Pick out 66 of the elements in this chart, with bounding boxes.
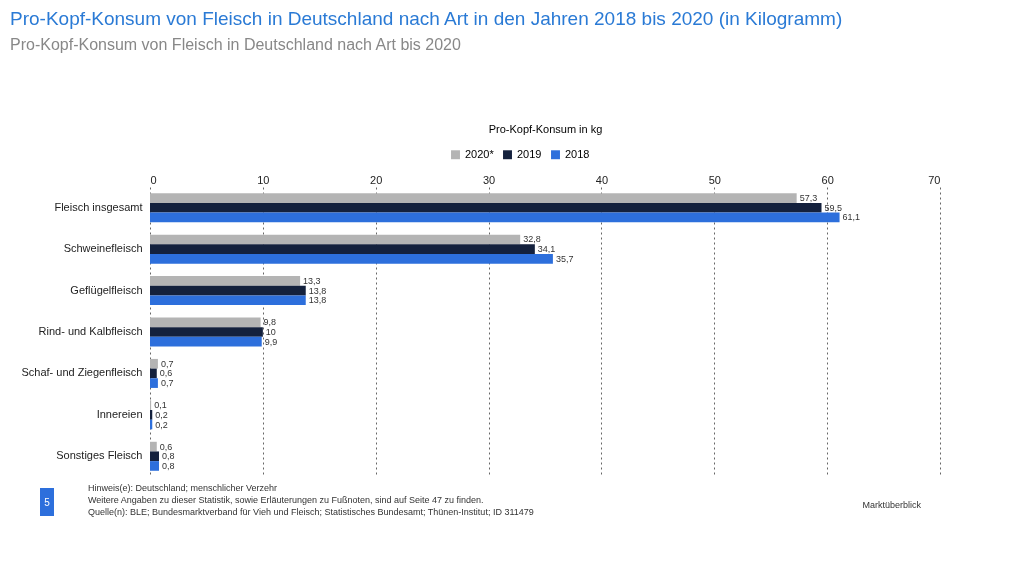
bar <box>150 336 262 347</box>
bar <box>150 410 153 420</box>
text: 5 <box>44 496 50 508</box>
data-label: 0,7 <box>160 378 174 389</box>
x-tick-label: 60 <box>821 173 834 186</box>
data-label: 13,3 <box>303 275 321 286</box>
bar <box>150 244 535 254</box>
source-note: Quelle(n): BLE; Bundesmarktverband für Vieh und Fleisch; Statistisches Bundesamt; Thünen-Institut; ID 311479 <box>88 506 534 518</box>
data-label: 0,8 <box>162 460 175 471</box>
bar <box>150 253 553 264</box>
data-label: 0,2 <box>155 419 168 430</box>
data-label: 13,8 <box>308 285 327 296</box>
y-tick-label: Sonstiges Fleisch <box>56 449 143 462</box>
data-label: 61,1 <box>842 212 861 223</box>
data-label: 9,9 <box>264 336 278 347</box>
data-label: 0,2 <box>155 409 168 420</box>
bar <box>150 276 301 286</box>
data-label: 9,8 <box>263 317 277 328</box>
y-tick-label: Schweinefleisch <box>63 242 143 255</box>
bar <box>150 368 157 379</box>
legend-label: 2019 <box>517 147 542 160</box>
chart-subtitle: Pro-Kopf-Konsum von Fleisch in Deutschland nach Art bis 2020 <box>10 36 462 53</box>
data-label: 0,6 <box>159 368 173 379</box>
x-tick-label: 10 <box>257 173 270 186</box>
y-tick-label: Fleisch insgesamt <box>54 200 143 213</box>
data-label: 0,8 <box>162 451 175 462</box>
bar <box>150 295 306 306</box>
bar <box>150 461 160 471</box>
data-label: 0,6 <box>159 441 173 452</box>
data-label: 0,7 <box>160 358 174 369</box>
data-label: 59,5 <box>824 202 843 213</box>
y-tick-label: Innereien <box>96 407 143 420</box>
data-label: 32,8 <box>523 234 541 245</box>
text: Marktüberblick <box>862 500 921 510</box>
chart-title: Pro-Kopf-Konsum von Fleisch in Deutschland nach Art in den Jahren 2018 bis 2020 (in Kilogramm) <box>10 8 843 29</box>
y-tick-label: Geflügelfleisch <box>70 283 143 296</box>
data-label: 34,1 <box>537 244 556 255</box>
data-label: 0,1 <box>154 400 167 411</box>
bar <box>150 327 263 337</box>
legend-label: 2020* <box>465 147 495 160</box>
x-axis-title: Pro-Kopf-Konsum in kg <box>488 122 603 135</box>
bar <box>150 358 158 369</box>
x-tick-label: 70 <box>928 173 941 186</box>
y-tick-label: Schaf- und Ziegenfleisch <box>21 366 143 379</box>
bar <box>150 285 306 296</box>
bar <box>150 234 521 245</box>
x-tick-label: 30 <box>482 173 496 186</box>
x-tick-label: 20 <box>370 173 383 186</box>
x-tick-label: 0 <box>150 173 157 186</box>
x-tick-label: 50 <box>708 173 721 186</box>
bar <box>150 212 840 223</box>
text: Hinweis(e): Deutschland; menschlicher Verzehr <box>88 482 279 494</box>
data-label: 57,3 <box>799 193 818 204</box>
data-label: 13,8 <box>308 295 327 306</box>
bar <box>150 451 160 462</box>
bar <box>150 441 157 452</box>
text: Weitere Angaben zu dieser Statistik, sowie Erläuterungen zu Fußnoten, sind auf Seite 47 zu finden. <box>88 494 485 506</box>
bar <box>150 202 822 213</box>
y-tick-label: Rind- und Kalbfleisch <box>38 325 143 337</box>
bar <box>150 378 158 388</box>
x-tick-label: 40 <box>595 173 609 186</box>
bar <box>150 317 261 328</box>
data-label: 10 <box>265 327 276 337</box>
bar <box>150 193 797 203</box>
data-label: 35,7 <box>555 253 574 264</box>
legend-label: 2018 <box>565 147 590 160</box>
